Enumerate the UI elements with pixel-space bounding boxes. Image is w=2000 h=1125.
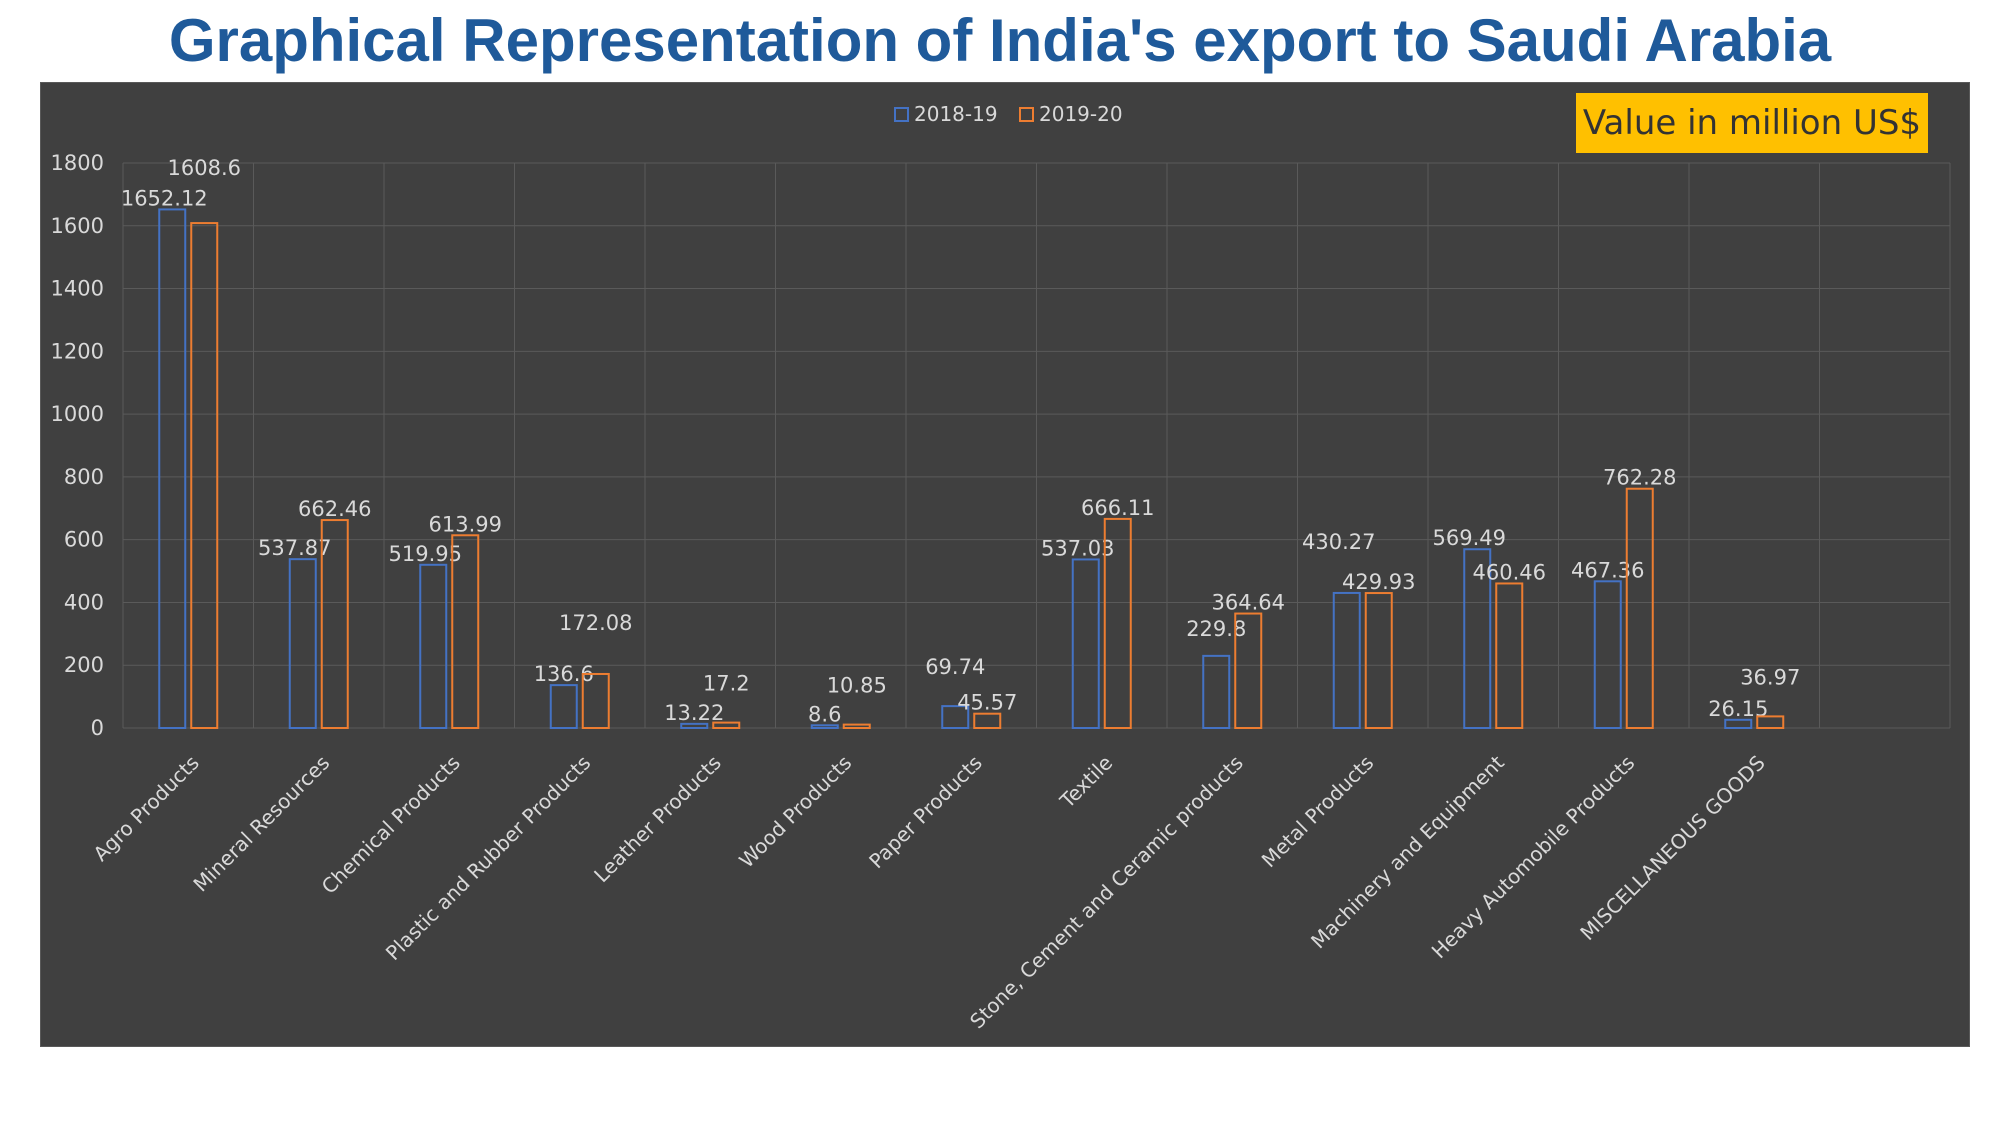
data-label: 430.27	[1302, 530, 1375, 554]
bar-2019-20	[1756, 715, 1785, 729]
unit-badge: Value in million US$	[1576, 93, 1928, 153]
bar-2019-20	[1625, 487, 1654, 730]
data-label: 229.8	[1186, 617, 1246, 641]
y-tick-label: 800	[64, 465, 104, 489]
bar-2018-19	[1332, 591, 1361, 730]
data-label: 762.28	[1603, 466, 1676, 490]
x-tick-label: Paper Products	[864, 751, 987, 874]
y-tick-label: 0	[91, 716, 104, 740]
legend-swatch-2018-19	[894, 107, 909, 122]
y-tick-label: 1600	[51, 214, 104, 238]
data-label: 1608.6	[168, 156, 241, 180]
page-title: Graphical Representation of India's expo…	[168, 7, 1832, 74]
bar-2018-19	[1463, 548, 1492, 729]
data-label: 45.57	[957, 691, 1017, 715]
bar-2018-19	[1593, 580, 1622, 730]
bar-2019-20	[451, 534, 480, 730]
legend-swatch-2019-20	[1019, 107, 1034, 122]
data-label: 36.97	[1740, 665, 1800, 689]
bar-2018-19	[810, 724, 839, 729]
y-tick-label: 200	[64, 653, 104, 677]
legend-label: 2018-19	[914, 102, 998, 126]
data-label: 460.46	[1473, 560, 1546, 584]
data-label: 69.74	[925, 655, 985, 679]
bar-2018-19	[288, 558, 317, 729]
x-tick-label: Agro Products	[88, 751, 203, 866]
x-tick-label: Textile	[1054, 751, 1117, 814]
y-tick-label: 600	[64, 528, 104, 552]
data-label: 519.95	[389, 542, 462, 566]
data-label: 364.64	[1212, 591, 1285, 615]
data-label: 467.36	[1571, 558, 1644, 582]
bar-2018-19	[549, 684, 578, 730]
data-label: 17.2	[703, 672, 750, 696]
data-label: 8.6	[808, 702, 841, 726]
data-label: 10.85	[827, 674, 887, 698]
bar-2018-19	[680, 722, 709, 730]
data-label: 662.46	[298, 497, 371, 521]
bar-2019-20	[320, 519, 349, 729]
bar-2019-20	[190, 222, 219, 729]
bar-2019-20	[1234, 612, 1263, 730]
data-label: 613.99	[429, 512, 502, 536]
x-tick-label: Chemical Products	[317, 751, 465, 899]
data-label: 429.93	[1342, 570, 1415, 594]
data-label: 13.22	[664, 701, 724, 725]
legend-label: 2019-20	[1039, 102, 1123, 126]
x-tick-label: Mineral Resources	[188, 751, 334, 897]
bar-2019-20	[1495, 582, 1524, 730]
bar-2018-19	[419, 563, 448, 729]
bar-2019-20	[712, 721, 741, 730]
bar-2018-19	[941, 705, 970, 729]
x-tick-label: Plastic and Rubber Products	[381, 751, 595, 965]
bar-2019-20	[1364, 592, 1393, 729]
chart-panel	[40, 82, 1970, 1047]
x-tick-label: Stone, Cement and Ceramic products	[965, 751, 1248, 1034]
bar-2019-20	[581, 672, 610, 730]
data-label: 172.08	[559, 611, 632, 635]
x-tick-label: Wood Products	[734, 751, 856, 873]
y-tick-label: 400	[64, 590, 104, 614]
data-label: 1652.12	[121, 186, 208, 210]
bar-2019-20	[1103, 517, 1132, 729]
y-tick-label: 1200	[51, 339, 104, 363]
data-label: 666.11	[1081, 496, 1154, 520]
data-label: 537.03	[1041, 536, 1114, 560]
x-tick-label: Metal Products	[1257, 751, 1379, 873]
bar-2019-20	[973, 712, 1002, 730]
data-label: 569.49	[1433, 526, 1506, 550]
bar-2018-19	[1071, 558, 1100, 729]
y-tick-label: 1000	[51, 402, 104, 426]
bar-2018-19	[1724, 718, 1753, 730]
bar-2018-19	[1202, 654, 1231, 730]
y-tick-label: 1400	[51, 277, 104, 301]
bar-2018-19	[158, 208, 187, 729]
y-tick-label: 1800	[51, 151, 104, 175]
bar-2019-20	[842, 723, 871, 729]
data-label: 537.87	[258, 536, 331, 560]
x-tick-label: Leather Products	[589, 751, 726, 888]
